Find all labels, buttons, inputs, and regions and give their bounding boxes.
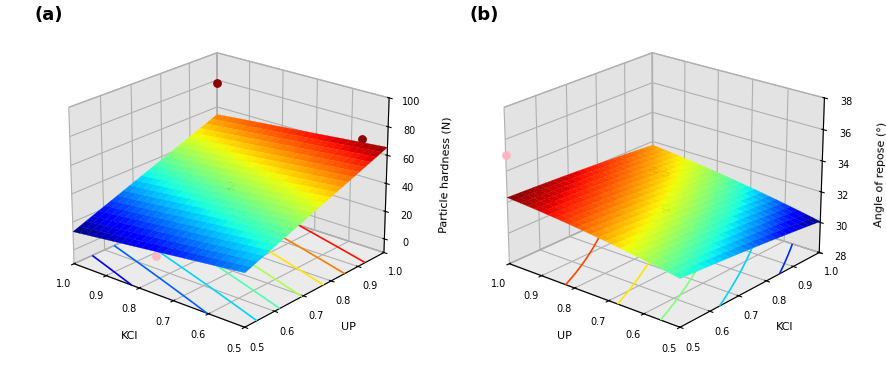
Y-axis label: UP: UP bbox=[341, 322, 356, 332]
X-axis label: UP: UP bbox=[557, 331, 572, 341]
Y-axis label: KCl: KCl bbox=[775, 322, 793, 332]
X-axis label: KCl: KCl bbox=[120, 331, 138, 341]
Text: (a): (a) bbox=[35, 6, 63, 23]
Text: (b): (b) bbox=[470, 6, 499, 23]
